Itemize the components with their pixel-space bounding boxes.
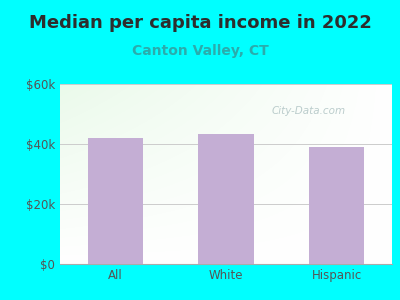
Text: City-Data.com: City-Data.com — [272, 106, 346, 116]
Bar — [88, 138, 143, 264]
Text: Canton Valley, CT: Canton Valley, CT — [132, 44, 268, 58]
Bar — [309, 147, 364, 264]
Text: Median per capita income in 2022: Median per capita income in 2022 — [28, 14, 372, 32]
Bar — [198, 134, 254, 264]
